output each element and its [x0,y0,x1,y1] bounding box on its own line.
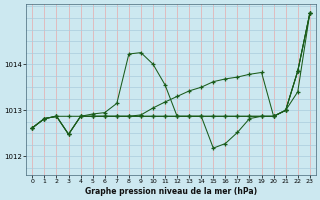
X-axis label: Graphe pression niveau de la mer (hPa): Graphe pression niveau de la mer (hPa) [85,187,257,196]
